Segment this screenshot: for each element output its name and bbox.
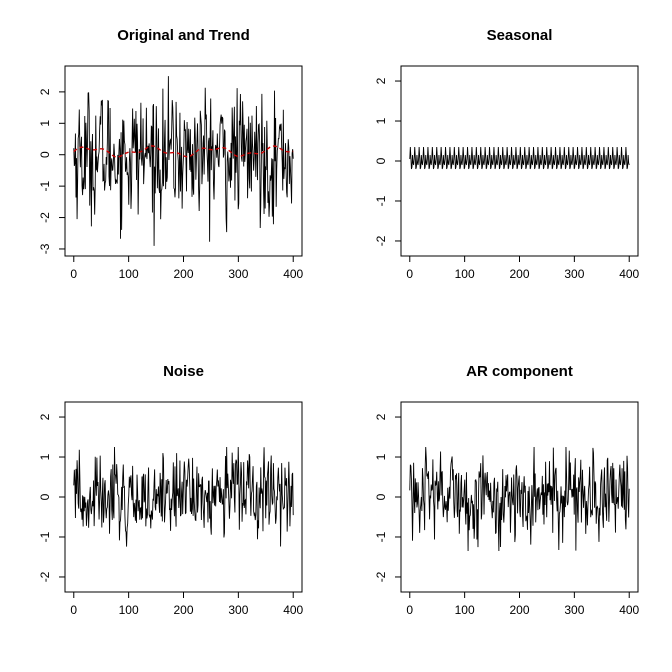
y-tick-label: -2 [374,571,388,582]
y-tick-label: -1 [374,195,388,206]
x-tick-label: 200 [173,603,193,617]
y-tick-label: 2 [374,413,388,420]
x-tick-label: 300 [228,603,248,617]
y-tick-label: 1 [38,120,52,127]
chart-title: AR component [466,363,573,380]
y-tick-label: -1 [38,531,52,542]
x-tick-label: 300 [564,267,584,281]
y-tick-label: 2 [38,413,52,420]
y-tick-label: 0 [374,493,388,500]
series-line [409,446,630,551]
x-tick-label: 400 [283,267,303,281]
series-line [73,76,294,246]
x-tick-label: 400 [283,603,303,617]
series-line [73,145,294,158]
x-tick-label: 400 [619,603,639,617]
y-tick-label: 0 [38,493,52,500]
x-tick-label: 100 [119,267,139,281]
y-tick-label: -3 [38,243,52,254]
x-tick-label: 100 [455,267,475,281]
x-tick-label: 200 [509,267,529,281]
chart-panel-4: AR component 0 100 200 300 400 -2 -1 0 1 2 [374,363,640,617]
series-line [73,447,294,547]
x-tick-label: 400 [619,267,639,281]
x-tick-label: 200 [509,603,529,617]
chart-title: Original and Trend [117,27,250,44]
y-tick-label: -2 [374,235,388,246]
y-tick-label: 0 [38,151,52,158]
x-tick-label: 300 [228,267,248,281]
y-tick-label: -1 [38,180,52,191]
chart-panel-3: Noise 0 100 200 300 400 -2 -1 0 1 2 [38,363,304,617]
x-tick-label: 0 [70,603,77,617]
series-line [409,146,630,170]
y-tick-label: 2 [374,77,388,84]
y-tick-label: 1 [374,453,388,460]
x-tick-label: 200 [173,267,193,281]
y-tick-label: 1 [38,453,52,460]
y-tick-label: -1 [374,531,388,542]
chart-panel-1: Original and Trend 0 100 200 300 400 -3 -2 -1 0 1 2 [38,27,304,281]
y-tick-label: -2 [38,571,52,582]
y-tick-label: -2 [38,212,52,223]
x-tick-label: 0 [70,267,77,281]
x-tick-label: 300 [564,603,584,617]
x-tick-label: 0 [406,603,413,617]
x-tick-label: 0 [406,267,413,281]
y-tick-label: 1 [374,117,388,124]
y-tick-label: 2 [38,88,52,95]
chart-title: Noise [163,363,204,380]
x-tick-label: 100 [119,603,139,617]
chart-title: Seasonal [487,27,553,44]
x-tick-label: 100 [455,603,475,617]
y-tick-label: 0 [374,157,388,164]
chart-panel-2: Seasonal 0 100 200 300 400 -2 -1 0 1 2 [374,27,640,281]
